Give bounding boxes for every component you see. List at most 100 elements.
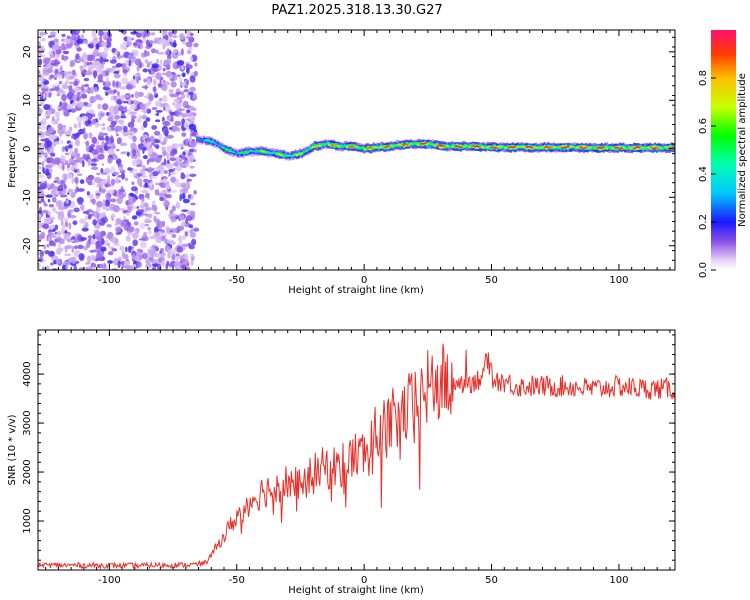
tone-cell [661,146,664,149]
noise-blob [115,176,120,184]
noise-blob [73,264,78,270]
noise-blob [85,144,90,152]
noise-blob [55,247,62,255]
tone-cell [376,145,379,149]
noise-blob [71,176,74,185]
tone-cell [231,151,234,153]
noise-blob [172,35,178,38]
noise-blob [151,251,155,258]
noise-blob [113,73,121,79]
noise-blob [168,37,174,42]
noise-blob [46,147,50,152]
noise-blob [107,148,115,155]
noise-blob [189,229,193,233]
tone-cell [436,144,439,147]
noise-blob [115,218,122,225]
noise-blob [64,221,69,228]
noise-blob [80,237,87,241]
noise-blob [144,218,151,223]
noise-blob [150,48,157,54]
noise-blob [168,89,174,93]
noise-blob [126,83,133,90]
noise-blob [81,227,89,232]
noise-blob [154,189,160,196]
noise-blob [56,93,61,97]
tone-cell [666,146,669,149]
tone-cell [665,146,668,148]
noise-blob [190,32,194,37]
tone-cell [449,145,452,147]
noise-blob [77,91,81,95]
tone-cell [465,145,468,147]
noise-blob [181,48,184,56]
noise-blob [135,76,140,84]
colorbar-gradient [711,30,736,270]
noise-blob [56,179,60,185]
spectrogram-ytick-label: 20 [22,45,33,58]
tone-cell [574,146,577,148]
noise-blob [69,61,75,68]
tone-cell [204,139,207,141]
noise-blob [59,210,65,218]
noise-blob [152,171,159,177]
noise-blob [49,250,55,257]
noise-blob [43,203,48,207]
noise-blob [132,239,138,247]
noise-blob [86,241,91,249]
tone-cell [477,145,480,148]
noise-blob [89,96,97,103]
noise-blob [150,32,156,36]
noise-blob [115,133,119,136]
noise-blob [119,142,128,147]
tone-cell [461,145,464,149]
noise-blob [73,207,80,213]
tone-cell [484,146,487,148]
noise-blob [93,176,102,183]
noise-blob [163,59,171,66]
tone-cell [495,147,498,149]
tone-cell [340,146,343,148]
noise-blob [154,91,157,96]
noise-blob [39,206,42,214]
tone-cell [445,145,448,149]
noise-blob [148,99,152,106]
snr-ytick-label: 1000 [22,508,33,533]
noise-blob [68,222,72,230]
noise-blob [54,77,57,80]
noise-blob [113,107,119,115]
tone-cell [278,153,280,156]
noise-blob [140,125,145,131]
tone-cell [320,143,323,145]
tone-cell [229,148,232,152]
tone-cell [613,146,616,148]
noise-blob [42,86,49,89]
noise-blob [186,67,190,74]
tone-cell [604,146,607,149]
noise-blob [150,176,158,179]
noise-blob [132,197,137,203]
noise-blob [63,174,68,182]
noise-blob [180,91,185,95]
tone-cell [229,150,232,153]
tone-cell [385,146,387,148]
tone-cell [222,146,225,149]
tone-cell [554,146,557,149]
noise-blob [47,35,52,39]
noise-blob [149,235,157,240]
noise-blob [135,211,142,216]
noise-blob [107,178,110,185]
noise-blob [105,76,109,82]
noise-blob [145,77,149,82]
tone-cell [622,146,625,150]
noise-blob [146,108,152,114]
noise-blob [67,163,71,169]
tone-cell [579,146,582,148]
noise-blob [96,183,104,188]
noise-blob [101,51,108,59]
noise-blob [139,168,144,174]
noise-blob [88,132,93,139]
tone-cell [640,147,643,149]
noise-blob [138,114,142,122]
tone-cell [531,147,534,149]
